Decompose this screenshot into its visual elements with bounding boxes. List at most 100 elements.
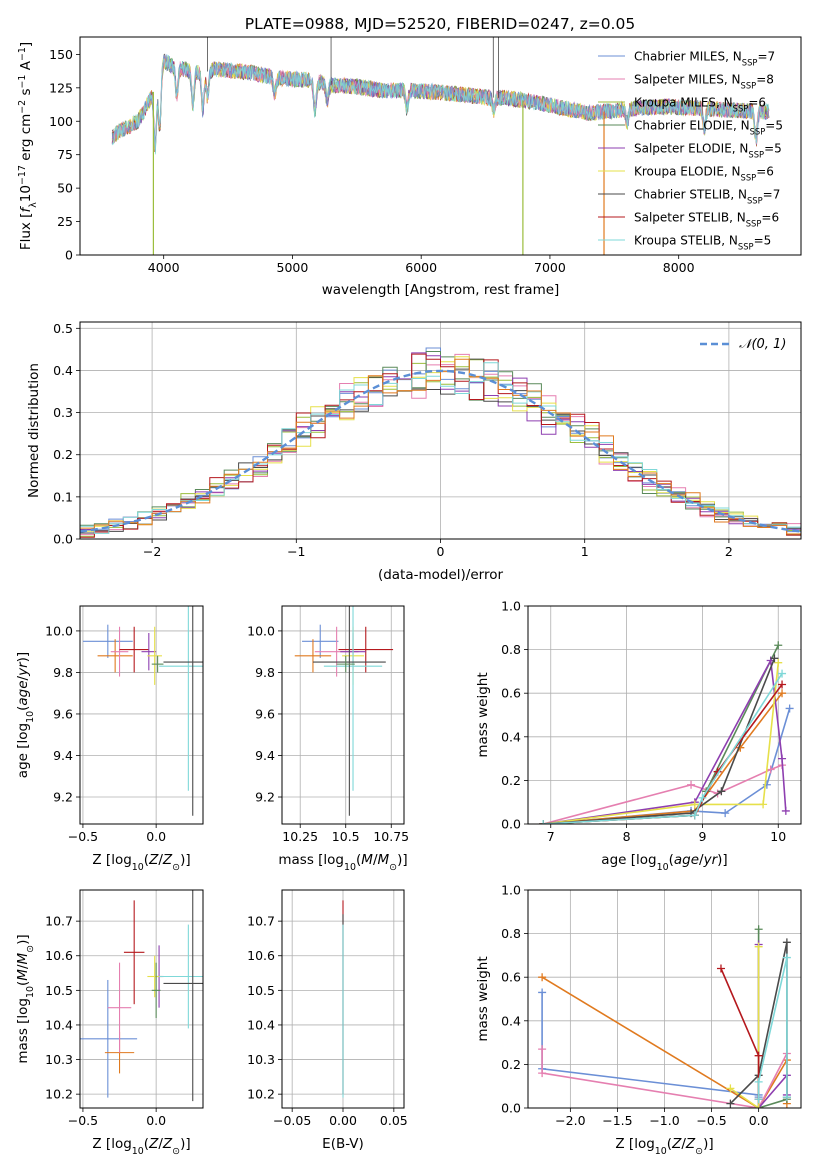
weight-marker bbox=[690, 800, 699, 809]
y-axis-label: age [log10(age/yr)] bbox=[15, 652, 36, 778]
y-axis-label: Flux [fλ10−17 erg cm−2 s−1 A−1] bbox=[17, 42, 39, 250]
weight-line-kroupa_elodie bbox=[543, 662, 780, 824]
weight-marker bbox=[687, 780, 696, 789]
weight-marker bbox=[538, 1069, 547, 1078]
weight-marker bbox=[539, 820, 548, 824]
y-tick-label: 125 bbox=[49, 80, 73, 95]
plot-area bbox=[80, 347, 801, 539]
axes-frame bbox=[281, 605, 405, 825]
x-tick-label: 0.0 bbox=[749, 1113, 769, 1128]
weight-marker bbox=[782, 1093, 791, 1102]
x-tick-label: −0.5 bbox=[68, 829, 98, 844]
weight-marker bbox=[782, 953, 791, 962]
y-tick-label: 0.4 bbox=[53, 363, 73, 378]
weight-marker bbox=[726, 1099, 735, 1108]
y-tick-label: 9.8 bbox=[53, 665, 73, 680]
weight-marker bbox=[785, 704, 794, 713]
y-tick-label: 0.1 bbox=[53, 489, 73, 504]
weight-marker bbox=[538, 988, 547, 997]
x-tick-label: 8 bbox=[623, 829, 631, 844]
weight-marker bbox=[754, 942, 763, 951]
weight-marker bbox=[690, 811, 699, 820]
plot-area bbox=[111, 37, 770, 255]
x-tick-label: −0.5 bbox=[68, 1113, 98, 1128]
y-tick-label: 10.3 bbox=[247, 1052, 275, 1067]
panel-residuals: −2 −1 0 1 2 0.0 0.1 0.2 0.3 0.4 0.5 (data-model)/er… bbox=[26, 321, 802, 583]
y-tick-label: 0.4 bbox=[501, 1013, 521, 1028]
legend-label: Kroupa MILES, NSSP=6 bbox=[634, 96, 766, 114]
y-axis-label: mass weight bbox=[475, 672, 491, 757]
plot-area bbox=[538, 925, 791, 1108]
x-tick-label: 0.0 bbox=[146, 1113, 166, 1128]
y-tick-label: 10.0 bbox=[247, 623, 275, 638]
x-tick-label: −1.5 bbox=[602, 1113, 632, 1128]
weight-marker bbox=[778, 669, 787, 678]
plot-area bbox=[82, 606, 203, 816]
spectrum-line-kroupa_stelib bbox=[111, 54, 770, 155]
y-tick-label: 10.6 bbox=[247, 948, 275, 963]
weight-marker bbox=[759, 800, 768, 809]
x-tick-label: −2 bbox=[143, 544, 161, 559]
weight-marker bbox=[766, 765, 775, 774]
legend-label: Chabrier ELODIE, NSSP=5 bbox=[634, 119, 783, 137]
weight-marker bbox=[782, 938, 791, 947]
weight-marker bbox=[778, 680, 787, 689]
y-tick-label: 9.6 bbox=[53, 706, 73, 721]
panel-weight-vs-Z: −2.0 −1.5 −1.0 −0.5 0.0 0.0 0.2 0.4 0.6 0.8 1.0 mas… bbox=[475, 883, 802, 1157]
weight-marker bbox=[538, 973, 547, 982]
x-tick-label: 8000 bbox=[663, 260, 695, 275]
y-tick-label: 0.0 bbox=[53, 532, 73, 547]
x-tick-label: 7 bbox=[547, 829, 555, 844]
x-tick-label: 2 bbox=[725, 544, 733, 559]
normal-curve bbox=[80, 369, 801, 533]
x-tick-label: −1 bbox=[287, 544, 305, 559]
weight-line-chabrier_miles bbox=[541, 992, 760, 1098]
x-tick-label: 5000 bbox=[277, 260, 309, 275]
weight-marker bbox=[754, 1095, 763, 1104]
weight-marker bbox=[538, 1045, 547, 1054]
weight-marker bbox=[698, 793, 707, 802]
weight-marker bbox=[721, 809, 730, 818]
weight-marker bbox=[754, 1077, 763, 1086]
weight-marker bbox=[778, 689, 787, 698]
y-tick-label: 10.2 bbox=[45, 1087, 73, 1102]
plot-area bbox=[80, 890, 203, 1102]
x-tick-label: 0.00 bbox=[329, 1113, 357, 1128]
panel-weight-vs-age: 7 8 9 10 0.0 0.2 0.4 0.6 0.8 1.0 mass weight age [l… bbox=[475, 599, 802, 873]
y-tick-label: 0.2 bbox=[53, 447, 73, 462]
weight-line-salpeter_miles bbox=[541, 1049, 788, 1108]
weight-marker bbox=[754, 1104, 763, 1108]
y-tick-label: 10.4 bbox=[45, 1017, 73, 1032]
histogram-orange bbox=[80, 358, 801, 535]
axes-frame bbox=[79, 605, 204, 825]
weight-marker bbox=[754, 925, 763, 934]
x-tick-label: 10.75 bbox=[373, 829, 409, 844]
y-tick-label: 0.0 bbox=[501, 1101, 521, 1116]
y-tick-label: 9.2 bbox=[53, 790, 73, 805]
y-tick-label: 0.2 bbox=[501, 1057, 521, 1072]
y-tick-label: 1.0 bbox=[501, 883, 521, 898]
weight-line-salpeter_elodie bbox=[543, 657, 787, 824]
x-axis-label: age [log10(age/yr)] bbox=[601, 852, 727, 873]
y-tick-label: 0.8 bbox=[501, 642, 521, 657]
axes-frame bbox=[527, 605, 802, 825]
y-tick-label: 0.6 bbox=[501, 970, 521, 985]
y-axis-label: Normed distribution bbox=[26, 363, 42, 498]
y-tick-label: 10.4 bbox=[247, 1017, 275, 1032]
plot-area bbox=[294, 606, 394, 816]
legend-label: Kroupa STELIB, NSSP=5 bbox=[634, 234, 771, 252]
weight-marker bbox=[717, 787, 726, 796]
x-tick-label: 0.05 bbox=[380, 1113, 408, 1128]
y-tick-label: 150 bbox=[49, 47, 73, 62]
y-tick-label: 10.0 bbox=[45, 623, 73, 638]
x-axis-label: Z [log10(Z/Z⊙)] bbox=[92, 1136, 190, 1157]
y-tick-label: 9.2 bbox=[255, 790, 275, 805]
x-tick-label: 1 bbox=[581, 544, 589, 559]
y-tick-label: 10.2 bbox=[247, 1087, 275, 1102]
weight-marker bbox=[778, 754, 787, 763]
x-axis-label: Z [log10(Z/Z⊙)] bbox=[615, 1136, 713, 1157]
legend-label: Salpeter ELODIE, NSSP=5 bbox=[634, 142, 782, 160]
x-tick-label: −0.05 bbox=[273, 1113, 311, 1128]
y-tick-label: 10.3 bbox=[45, 1052, 73, 1067]
y-tick-label: 0.3 bbox=[53, 405, 73, 420]
